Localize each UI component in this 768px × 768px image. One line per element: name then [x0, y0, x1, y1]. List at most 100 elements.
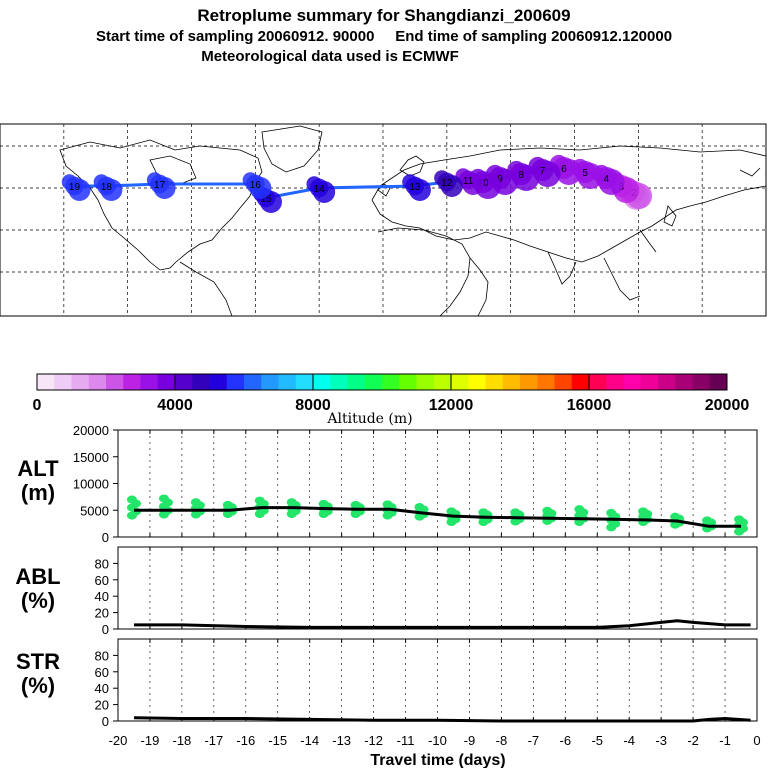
x-tick-label: -18	[173, 733, 192, 748]
plume-markers: 12345678910111213141516171819	[61, 154, 653, 213]
colorbar-swatch	[537, 374, 555, 390]
colorbar-swatch	[399, 374, 417, 390]
y-tick-label: 10000	[73, 477, 109, 492]
alt-unit: (m)	[21, 480, 55, 505]
colorbar-swatch	[692, 374, 711, 390]
alt-scatter-point	[222, 509, 233, 518]
colorbar-swatch	[571, 374, 590, 390]
y-tick-label: 0	[102, 714, 109, 729]
colorbar-swatch	[502, 374, 521, 390]
japan	[663, 205, 677, 227]
x-tick-label: -14	[300, 733, 319, 748]
africa-east-coast	[469, 257, 489, 317]
alt-scatter-point	[254, 509, 265, 518]
plume-cluster-blob	[408, 179, 431, 201]
series-line	[133, 716, 751, 723]
plume-day-label: 14	[314, 184, 326, 195]
colorbar-swatch	[589, 374, 607, 390]
colorbar-swatch	[364, 374, 383, 390]
plume-day-label: 8	[519, 170, 525, 181]
altitude-colorbar: 0 4000 8000 12000 16000 20000 Altitude (m)	[33, 373, 749, 427]
x-tick-label: -5	[591, 733, 603, 748]
plume-cluster-blob	[534, 161, 561, 187]
plume-cluster-blob	[249, 177, 272, 199]
y-tick-label: 60	[95, 573, 109, 588]
y-tick-label: 0	[102, 622, 109, 637]
china-coast	[639, 229, 657, 253]
x-tick-label: -9	[464, 733, 476, 748]
colorbar-swatch	[71, 374, 90, 390]
colorbar-swatch	[192, 374, 210, 390]
alt-scatter-point	[414, 512, 425, 521]
x-tick-label: -15	[268, 733, 287, 748]
y-tick-label: 20	[95, 606, 109, 621]
y-tick-label: 40	[95, 589, 109, 604]
colorbar-swatch	[37, 374, 55, 390]
alt-scatter-point	[286, 509, 297, 518]
plume-day-label: 4	[604, 174, 610, 185]
colorbar-swatch	[330, 374, 348, 390]
plume-day-label: 15	[260, 194, 272, 205]
colorbar-swatch	[123, 374, 141, 390]
y-tick-label: 80	[95, 648, 109, 663]
colorbar-swatch	[140, 374, 159, 390]
alt-scatter-point	[158, 510, 169, 519]
colorbar-tick-label: 4000	[157, 397, 193, 414]
plume-day-label: 7	[540, 166, 546, 177]
series-line	[134, 619, 751, 629]
y-tick-label: 15000	[73, 450, 109, 465]
colorbar-swatches	[37, 374, 728, 390]
plume-day-label: 16	[250, 180, 262, 191]
colorbar-swatch	[175, 374, 193, 390]
north-america-coast	[59, 139, 263, 271]
plume-cluster-blob	[313, 181, 336, 203]
alt-scatter-point	[510, 517, 521, 526]
alt-scatter-point	[190, 510, 201, 519]
plume-day-label: 13	[409, 182, 421, 193]
x-tick-label: -16	[236, 733, 255, 748]
plume-cluster-blob	[462, 173, 485, 195]
colorbar-swatch	[451, 374, 469, 390]
colorbar-tick-label: 12000	[429, 397, 474, 414]
eurasia-north-coast	[371, 145, 767, 201]
colorbar-ticks: 0 4000 8000 12000 16000 20000	[33, 374, 749, 414]
greenland	[261, 125, 323, 173]
colorbar-swatch	[54, 374, 72, 390]
colorbar-swatch	[520, 374, 538, 390]
plume-cluster-blob	[598, 169, 625, 195]
colorbar-swatch	[261, 374, 279, 390]
y-tick-label: 0	[102, 530, 109, 545]
y-tick-label: 5000	[80, 503, 109, 518]
met-data-label: Meteorological data used is ECMWF	[201, 48, 459, 65]
x-tick-label: -11	[397, 733, 415, 748]
y-tick-label: 20	[95, 698, 109, 713]
colorbar-swatch	[278, 374, 297, 390]
x-tick-label: -13	[332, 733, 351, 748]
y-tick-label: 80	[95, 556, 109, 571]
x-tick-label: -20	[109, 733, 128, 748]
colorbar-label: Altitude (m)	[326, 411, 412, 427]
central-america	[179, 261, 233, 317]
x-tick-label: 0	[753, 733, 760, 748]
time-series-panels: 20000150001000050000806040200806040200-2…	[73, 423, 761, 748]
sampling-times: Start time of sampling 20060912. 90000 E…	[96, 28, 672, 45]
alt-scatter-point	[670, 520, 681, 529]
colorbar-swatch	[226, 374, 245, 390]
colorbar-swatch	[295, 374, 314, 390]
plume-day-label: 12	[441, 178, 453, 189]
africa-west-coast	[377, 227, 471, 317]
colorbar-tick-label: 8000	[295, 397, 331, 414]
x-tick-label: -8	[496, 733, 508, 748]
str-unit: (%)	[21, 673, 55, 698]
x-tick-label: -2	[687, 733, 699, 748]
str-label: STR	[16, 649, 60, 674]
india	[547, 251, 577, 285]
colorbar-swatch	[416, 374, 435, 390]
plume-day-label: 9	[497, 174, 503, 185]
plume-cluster-blob	[513, 165, 540, 191]
colorbar-swatch	[244, 374, 262, 390]
map-panel: 12345678910111213141516171819	[0, 123, 767, 317]
